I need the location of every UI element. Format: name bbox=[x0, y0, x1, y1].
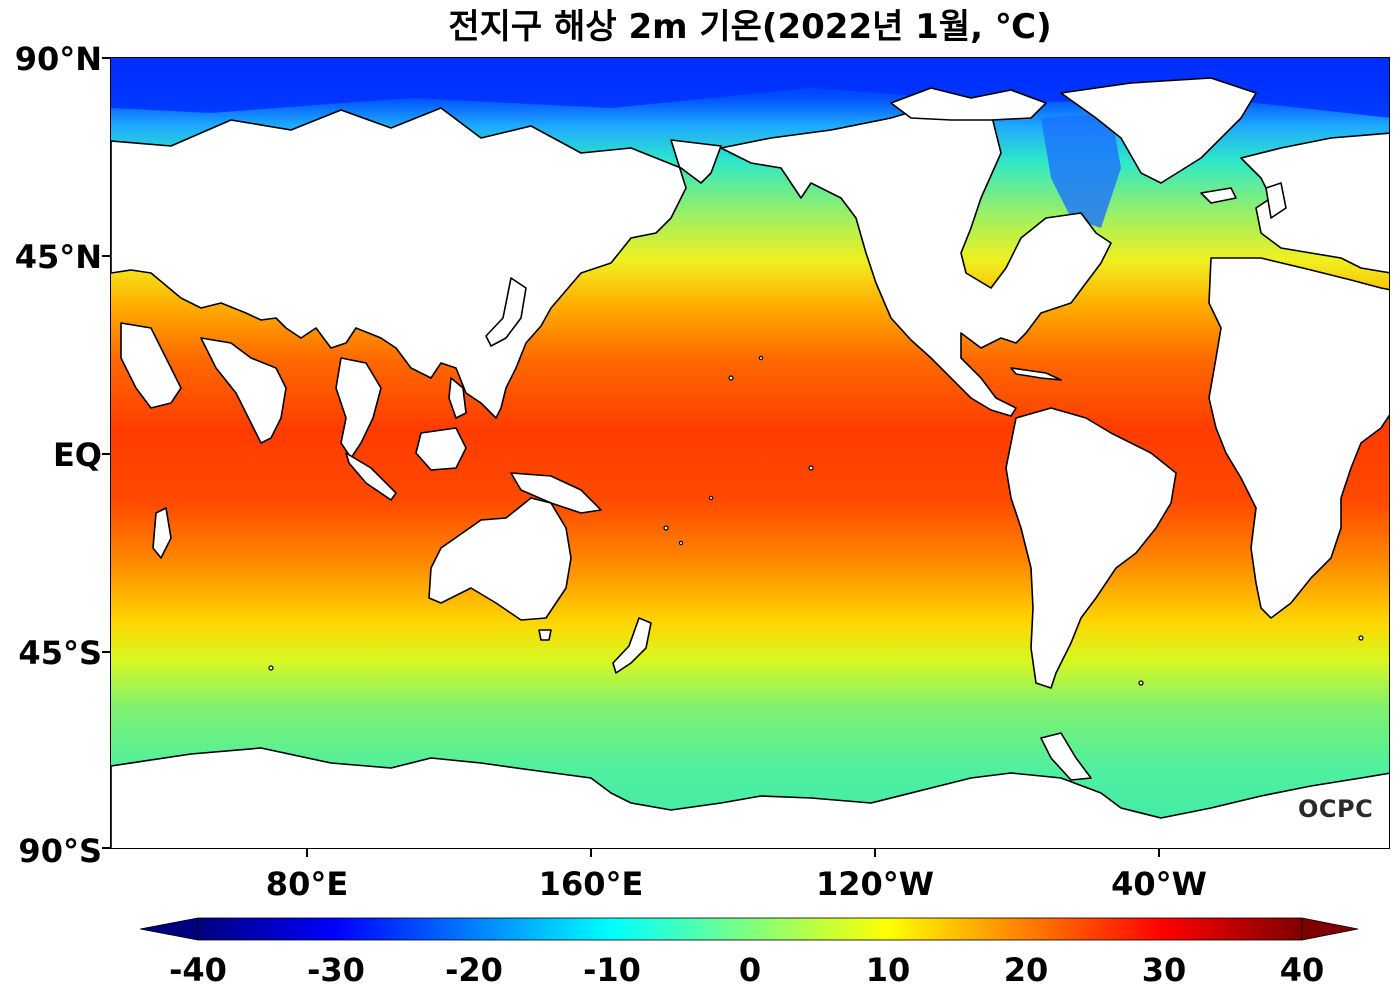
arctic-cold-patch bbox=[111, 58, 1389, 118]
y-tick-label-eq: EQ bbox=[52, 436, 102, 474]
y-tick-label-45s: 45°S bbox=[18, 634, 102, 672]
madagascar-island bbox=[152, 507, 172, 559]
colorbar-tick-label: -20 bbox=[445, 951, 503, 989]
colorbar bbox=[140, 917, 1359, 941]
british-isles bbox=[1265, 182, 1287, 219]
iceland-island bbox=[1200, 187, 1237, 204]
new-guinea-island bbox=[510, 472, 602, 514]
colorbar-tick-label: 20 bbox=[1003, 951, 1049, 989]
south-america-landmass bbox=[1005, 407, 1177, 689]
colorbar-tick-label: -40 bbox=[169, 951, 227, 989]
y-tick-45s bbox=[102, 651, 110, 653]
indochina-landmass bbox=[335, 357, 382, 459]
x-tick-label-40w: 40°W bbox=[1111, 865, 1207, 903]
new-zealand-island bbox=[612, 617, 652, 674]
antarctica-landmass bbox=[111, 747, 1389, 848]
x-tick-label-80e: 80°E bbox=[265, 865, 349, 903]
borneo-island bbox=[415, 427, 467, 471]
colorbar-tick-label: 10 bbox=[865, 951, 911, 989]
tasmania-island bbox=[538, 629, 552, 641]
australia-landmass bbox=[428, 497, 572, 621]
y-tick-eq bbox=[102, 453, 110, 455]
india-landmass bbox=[200, 337, 287, 444]
philippines-island bbox=[448, 377, 467, 419]
eurasia-landmass bbox=[111, 107, 722, 419]
map-panel bbox=[110, 57, 1390, 849]
map-title: 전지구 해상 2m 기온(2022년 1월, ℃) bbox=[448, 7, 1052, 47]
x-tick-120w bbox=[874, 849, 876, 857]
arabia-landmass bbox=[120, 322, 182, 409]
x-tick-80e bbox=[306, 849, 308, 857]
colorbar-high-extension bbox=[1301, 917, 1359, 941]
antarctic-peninsula bbox=[1040, 732, 1092, 781]
colorbar-tick-label: 0 bbox=[738, 951, 762, 989]
colorbar-tick-label: 40 bbox=[1279, 951, 1325, 989]
colorbar-tick-label: -30 bbox=[307, 951, 365, 989]
temperature-map bbox=[111, 58, 1389, 848]
y-tick-label-45n: 45°N bbox=[14, 238, 102, 276]
land-masses bbox=[111, 77, 1389, 848]
ocpc-logo: OCPC bbox=[1298, 795, 1374, 823]
x-tick-label-120w: 120°W bbox=[815, 865, 935, 903]
africa-landmass bbox=[1208, 257, 1389, 619]
y-tick-90n bbox=[102, 57, 110, 59]
greenland-landmass bbox=[1060, 77, 1257, 184]
y-tick-45n bbox=[102, 255, 110, 257]
japan-island bbox=[485, 277, 527, 347]
y-tick-90s bbox=[102, 847, 110, 849]
colorbar-low-extension bbox=[140, 917, 199, 941]
x-tick-40w bbox=[1158, 849, 1160, 857]
y-tick-label-90n: 90°N bbox=[14, 40, 102, 78]
y-tick-label-90s: 90°S bbox=[18, 832, 102, 870]
x-tick-160e bbox=[590, 849, 592, 857]
sumatra-island bbox=[345, 452, 397, 501]
colorbar-tick-label: -10 bbox=[583, 951, 641, 989]
labrador-cold-patch bbox=[1041, 113, 1121, 228]
colorbar-gradient bbox=[197, 917, 1303, 941]
small-islands bbox=[268, 355, 1364, 686]
north-america-landmass bbox=[720, 99, 1112, 417]
arctic-archipelago bbox=[890, 87, 1047, 121]
cuba-island bbox=[1010, 367, 1062, 381]
x-tick-label-160e: 160°E bbox=[538, 865, 644, 903]
colorbar-tick-label: 30 bbox=[1141, 951, 1187, 989]
